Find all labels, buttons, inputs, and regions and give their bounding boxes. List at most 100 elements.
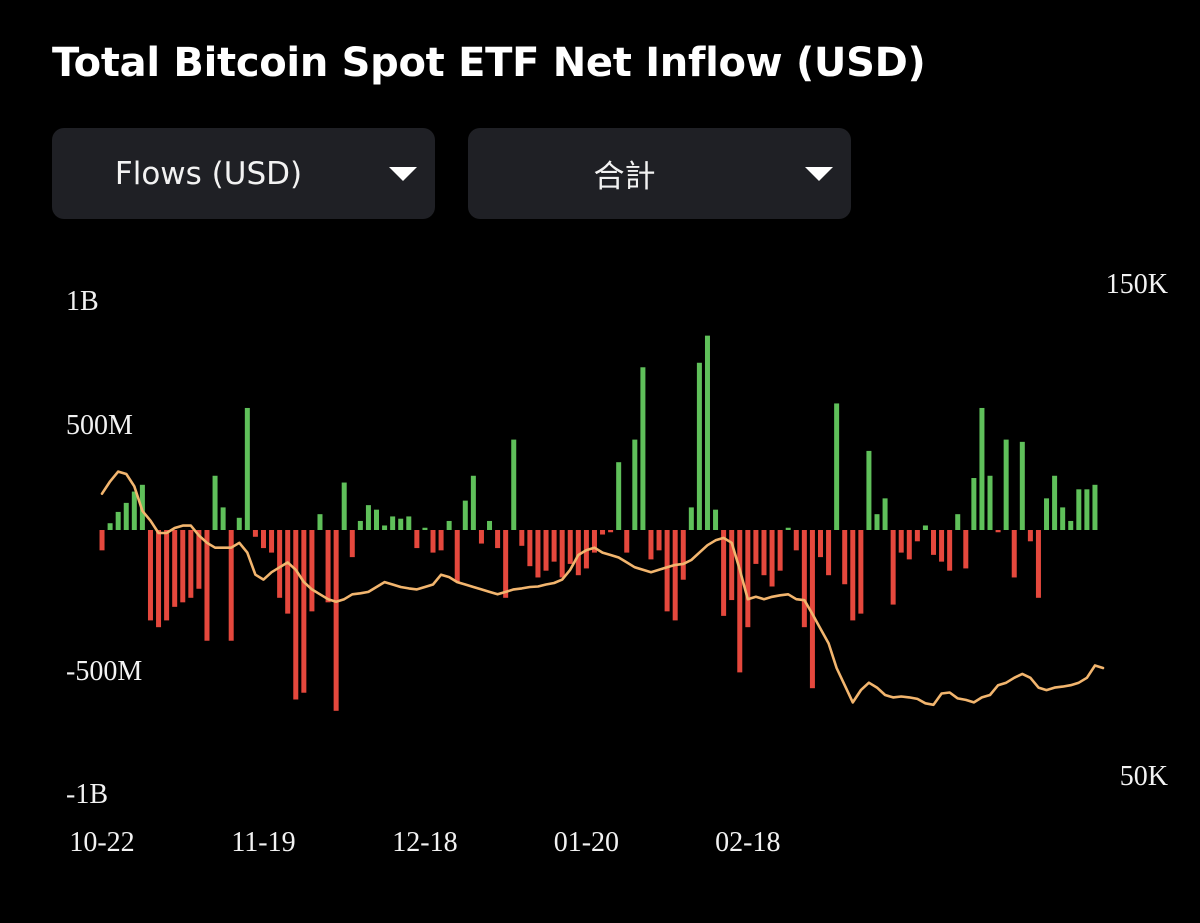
flow-bar (882, 498, 888, 530)
flow-bar (995, 530, 1001, 533)
flow-bar (333, 530, 339, 711)
flow-bar (842, 530, 848, 585)
flow-bar (349, 530, 355, 558)
flow-bar (204, 530, 210, 641)
flow-bar (551, 530, 557, 562)
flow-bar (422, 527, 428, 530)
flow-bar (785, 527, 791, 530)
flow-bar (438, 530, 444, 551)
flow-bar (704, 335, 710, 530)
flow-bar (107, 523, 113, 530)
flow-bar (817, 530, 823, 558)
flow-bar (640, 367, 646, 530)
flow-bar (648, 530, 654, 560)
flow-bar (301, 530, 307, 693)
flow-bar (575, 530, 581, 576)
flow-bar (979, 407, 985, 530)
flow-bar (260, 530, 266, 549)
flow-bar (269, 530, 275, 553)
flow-bar (809, 530, 815, 689)
flow-bar (446, 520, 452, 530)
flow-bar (390, 516, 396, 530)
flow-bar (1011, 530, 1017, 578)
flow-bar (753, 530, 759, 564)
flow-bar (1052, 475, 1058, 530)
flow-bar (325, 530, 331, 603)
flow-bar (236, 517, 242, 530)
flow-bar (285, 530, 291, 614)
flow-bar (777, 530, 783, 571)
flow-bar (519, 530, 525, 546)
flow-bar (971, 478, 977, 530)
flow-bar (713, 509, 719, 530)
flow-bar (688, 507, 694, 530)
chart-title: Total Bitcoin Spot ETF Net Inflow (USD) (52, 40, 926, 86)
flow-bar (1076, 489, 1082, 530)
flow-bar (309, 530, 315, 612)
flow-bar (147, 530, 153, 621)
metric-dropdown[interactable]: Flows (USD) (52, 128, 435, 219)
flow-bar (454, 530, 460, 582)
flow-bar (252, 530, 258, 537)
flow-bar (939, 530, 945, 562)
x-axis: 10-22 11-19 12-18 01-20 02-18 (69, 827, 780, 858)
flow-bar (406, 516, 412, 530)
left-axis: 1B 500M -500M -1B (66, 286, 142, 810)
flow-bar (656, 530, 662, 551)
flow-bar (721, 530, 727, 616)
flow-bar (462, 500, 468, 530)
flow-bar (212, 475, 218, 530)
flow-bar (737, 530, 743, 673)
flow-bar (1027, 530, 1033, 542)
flow-bar (866, 450, 872, 530)
flow-bar (850, 530, 856, 621)
flow-bar (624, 530, 630, 553)
flow-bar (430, 530, 436, 553)
flow-bar (220, 507, 226, 530)
flow-bar (914, 530, 920, 542)
flow-bar (341, 482, 347, 530)
flow-bar (527, 530, 533, 567)
flow-bar (947, 530, 953, 571)
flow-bar (616, 462, 622, 530)
flow-bar (1044, 498, 1050, 530)
flow-bar (293, 530, 299, 700)
y-tick-label: 500M (66, 410, 133, 441)
flow-bar (826, 530, 832, 576)
flow-bar (608, 530, 614, 533)
flow-bar (1084, 489, 1090, 530)
flow-bar (543, 530, 549, 571)
x-tick-label: 11-19 (231, 827, 295, 858)
flow-bar (180, 530, 186, 603)
flow-bar (680, 530, 686, 580)
aggregate-dropdown[interactable]: 合計 (468, 128, 851, 219)
x-tick-label: 12-18 (392, 827, 457, 858)
flow-bar (478, 530, 484, 544)
flow-bar (745, 530, 751, 628)
flow-bar (164, 530, 170, 621)
flow-bar (963, 530, 969, 569)
x-tick-label: 02-18 (715, 827, 780, 858)
flow-bar (600, 530, 606, 535)
flow-bar (244, 407, 250, 530)
flow-bar (793, 530, 799, 551)
flow-bar (1068, 520, 1074, 530)
flow-bar (672, 530, 678, 621)
flow-bar (317, 514, 323, 530)
flow-bar (1035, 530, 1041, 598)
right-axis: 150K 50K (1106, 269, 1168, 792)
flow-bar (172, 530, 178, 607)
flow-bar (664, 530, 670, 612)
y-tick-label: 1B (66, 286, 99, 317)
flow-bar (228, 530, 234, 641)
flow-bar (858, 530, 864, 614)
flow-bar (115, 511, 121, 530)
flow-bar (1019, 441, 1025, 530)
flow-bar (398, 518, 404, 530)
flow-bar (414, 530, 420, 549)
flow-bar (1092, 484, 1098, 530)
flow-bar (495, 530, 501, 549)
price-line (100, 470, 1105, 707)
bar-layer (99, 335, 1098, 711)
